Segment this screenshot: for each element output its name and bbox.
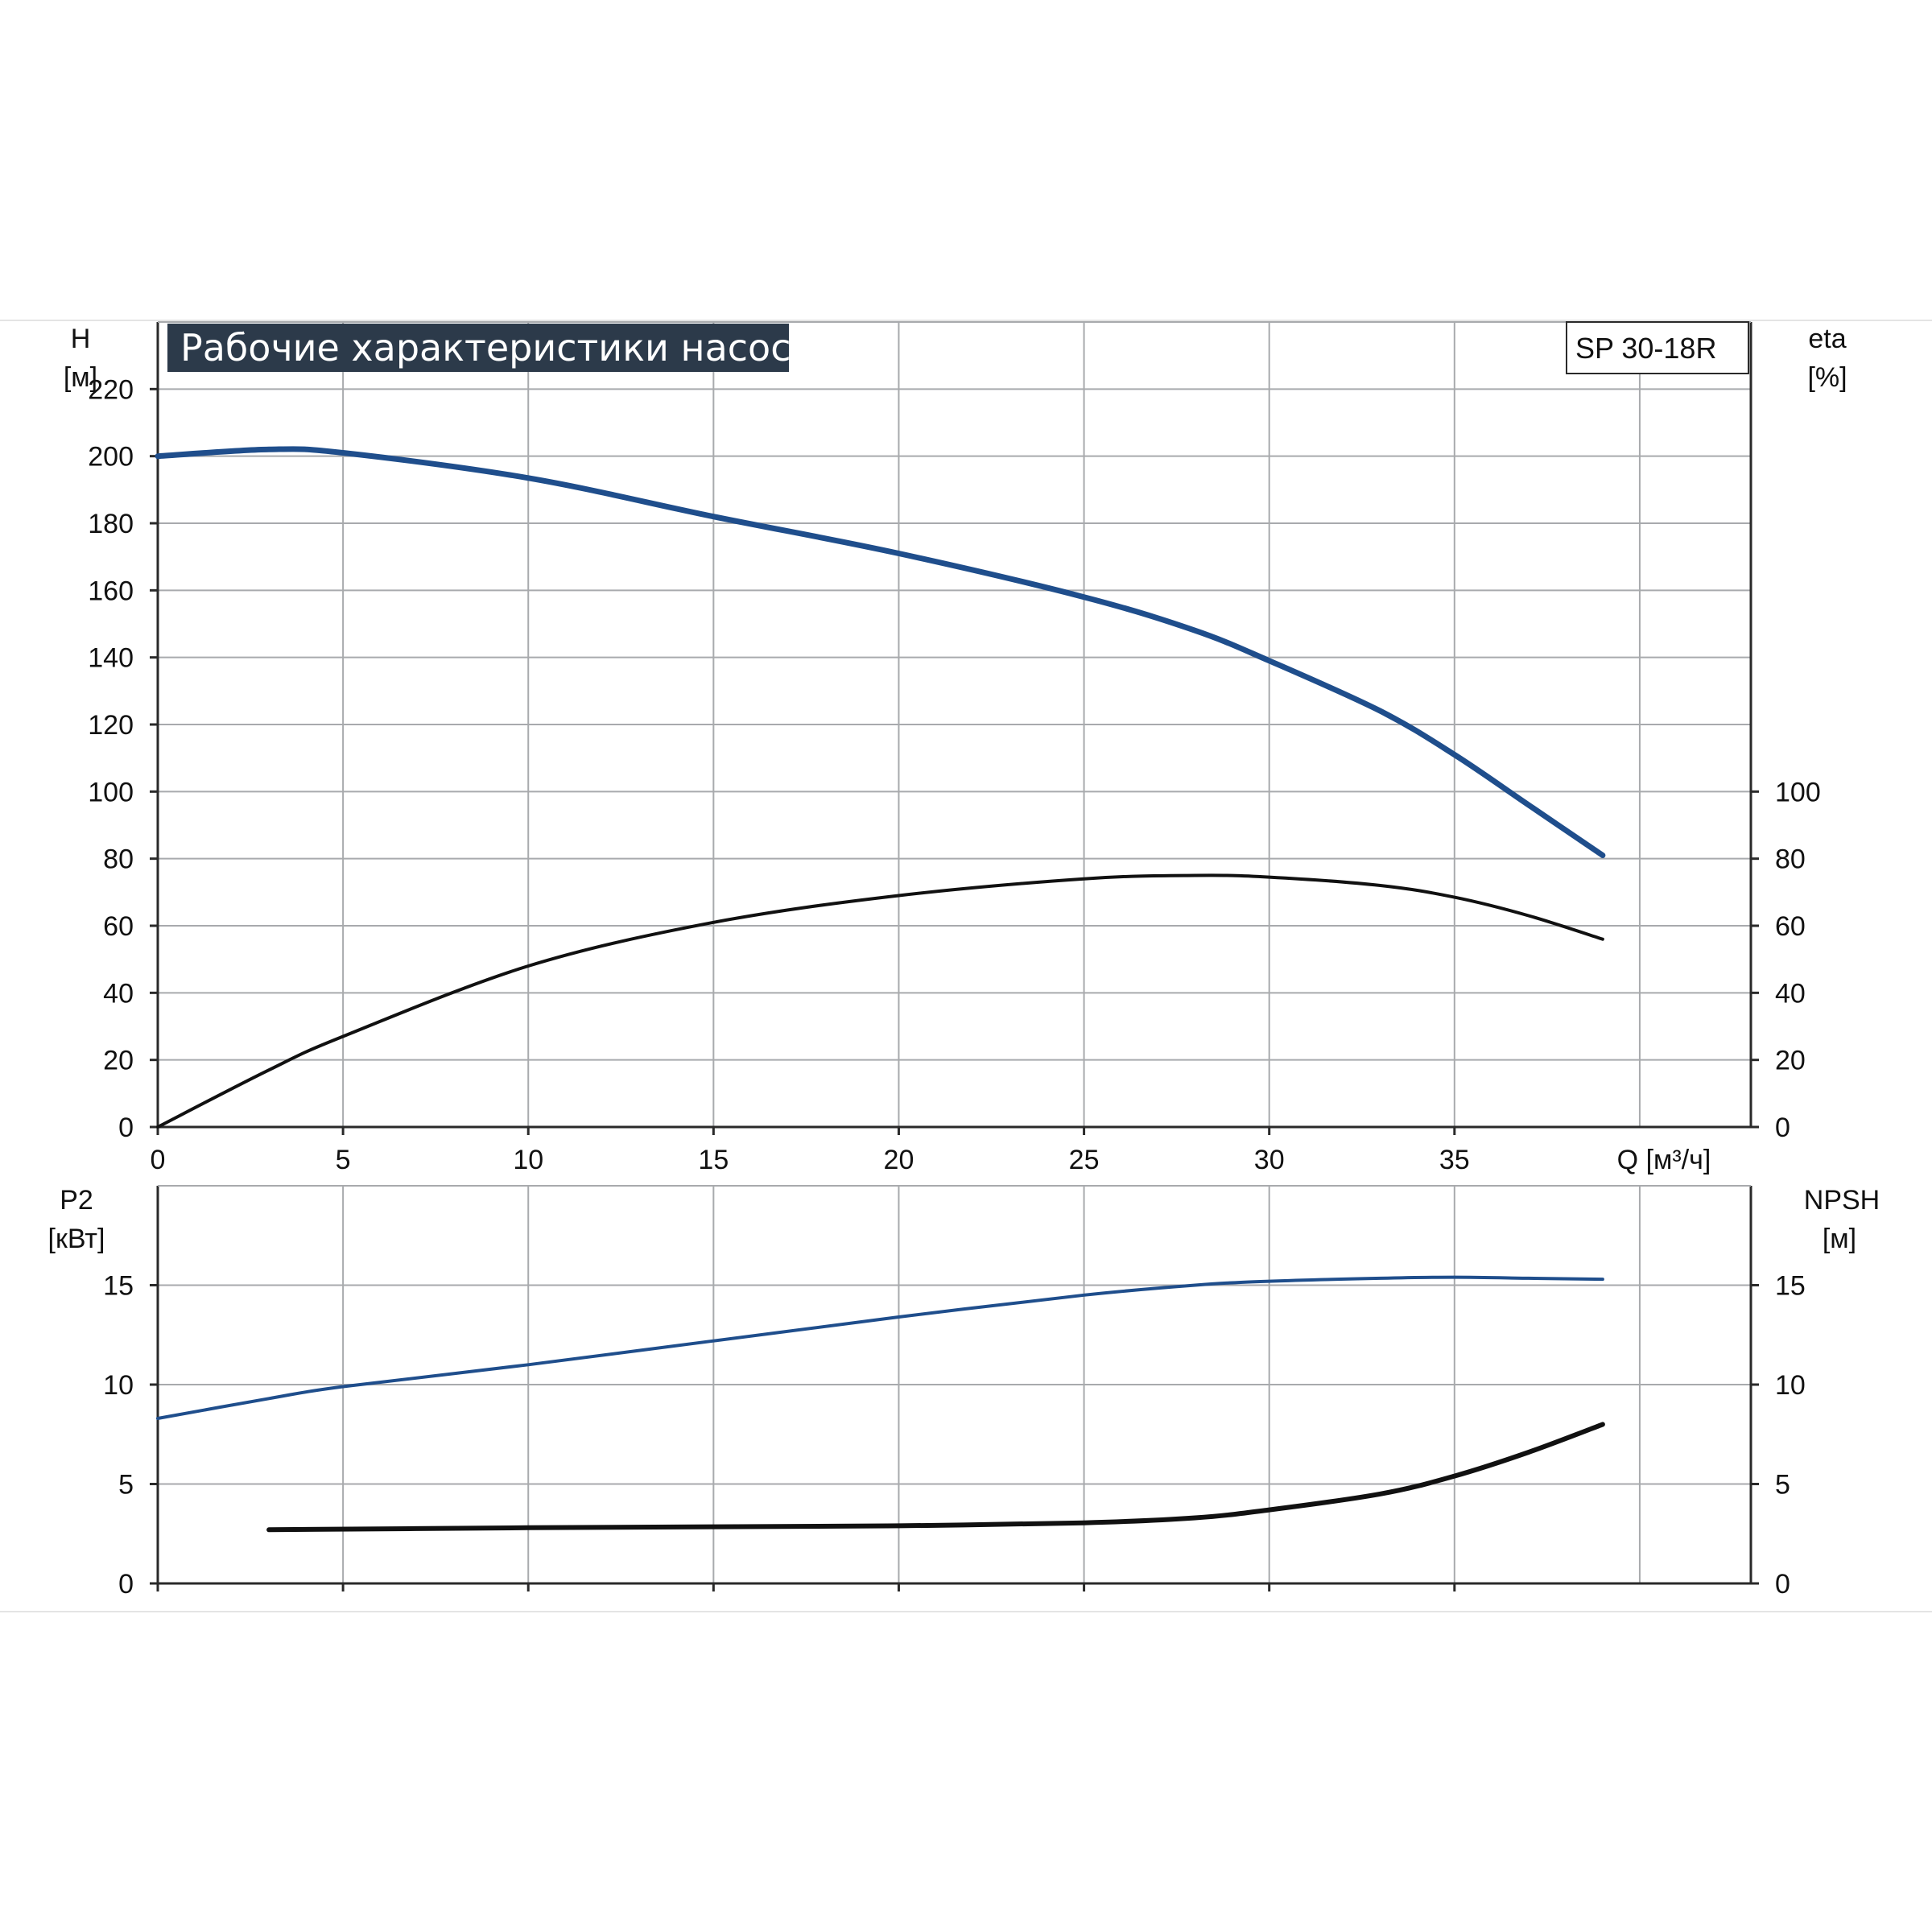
y-right-label-bottom: NPSH	[1804, 1185, 1880, 1216]
x-tick-label: 5	[336, 1145, 351, 1175]
y-right-tick-label: 0	[1775, 1569, 1790, 1600]
y-left-tick-label: 40	[103, 978, 134, 1009]
x-tick-label: 30	[1254, 1145, 1285, 1175]
x-tick-label: 25	[1069, 1145, 1100, 1175]
y-left-tick-label: 140	[88, 643, 134, 674]
y-left-unit-top: [м]	[64, 362, 97, 393]
y-left-tick-label: 220	[88, 374, 134, 405]
chart-title: Рабочие характеристики насоса	[180, 326, 814, 369]
y-left-tick-label: 200	[88, 442, 134, 473]
y-right-tick-label: 60	[1775, 911, 1806, 942]
model-box: SP 30-18R	[1566, 321, 1749, 374]
y-right-unit-bottom: [м]	[1823, 1224, 1856, 1254]
y-left-tick-label: 15	[103, 1271, 134, 1302]
x-tick-label: 0	[151, 1145, 166, 1175]
x-axis-label: Q [м³/ч]	[1617, 1145, 1711, 1175]
y-right-tick-label: 100	[1775, 777, 1821, 807]
bottom-plot: 0 5 10 15 0 5 10 15	[103, 1185, 1806, 1600]
head-curve	[155, 446, 1606, 858]
y-left-tick-label: 80	[103, 844, 134, 875]
y-left-tick-label: 10	[103, 1370, 134, 1401]
y-left-tick-label: 100	[88, 777, 134, 807]
y-right-tick-label: 5	[1775, 1470, 1790, 1501]
y-left-tick-label: 180	[88, 509, 134, 539]
y-right-tick-label: 0	[1775, 1113, 1790, 1143]
y-left-tick-label: 0	[118, 1113, 134, 1143]
model-border	[1566, 321, 1749, 374]
y-left-label-bottom: P2	[60, 1185, 93, 1216]
npsh-curve	[266, 1422, 1605, 1533]
y-right-tick-label: 40	[1775, 978, 1806, 1009]
y-right-tick-label: 10	[1775, 1370, 1806, 1401]
y-left-tick-label: 5	[118, 1470, 134, 1501]
x-tick-label: 20	[884, 1145, 914, 1175]
model-label: SP 30-18R	[1575, 332, 1716, 365]
power-curve	[156, 1275, 1604, 1420]
y-left-unit-bottom: [кВт]	[48, 1224, 105, 1254]
y-left-tick-label: 60	[103, 911, 134, 942]
y-left-label-top: H	[71, 324, 91, 354]
y-left-tick-label: 0	[118, 1569, 134, 1600]
y-left-tick-label: 160	[88, 576, 134, 606]
title-background	[167, 324, 789, 372]
y-right-tick-label: 15	[1775, 1271, 1806, 1302]
y-right-label-top: eta	[1808, 324, 1846, 354]
efficiency-curve	[156, 873, 1604, 1129]
x-tick-label: 10	[513, 1145, 543, 1175]
y-right-tick-label: 20	[1775, 1046, 1806, 1076]
x-tick-label: 35	[1439, 1145, 1470, 1175]
x-tick-label: 15	[698, 1145, 729, 1175]
y-left-tick-label: 120	[88, 710, 134, 741]
y-right-unit-top: [%]	[1807, 362, 1847, 393]
y-right-tick-label: 80	[1775, 844, 1806, 875]
title-box: Рабочие характеристики насоса	[167, 324, 814, 372]
top-plot: 0204060801001201401601802002200204060801…	[88, 321, 1821, 1175]
y-left-tick-label: 20	[103, 1046, 134, 1076]
